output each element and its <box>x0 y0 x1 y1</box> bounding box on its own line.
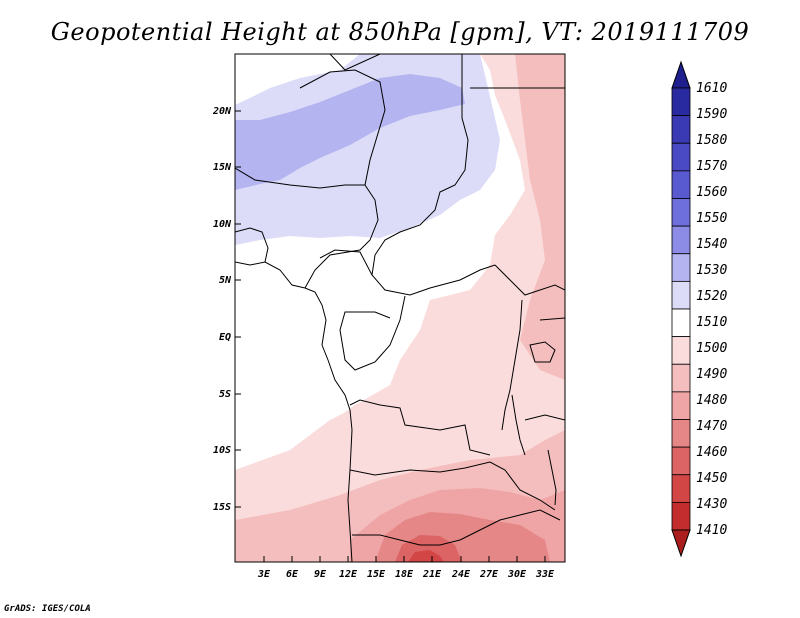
colorbar-swatch <box>671 336 691 365</box>
colorbar-label: 1520 <box>696 289 727 304</box>
contour-1510-north <box>235 54 360 105</box>
colorbar-label: 1450 <box>696 471 727 486</box>
colorbar-swatch <box>671 446 691 476</box>
colorbar-bottom-arrow <box>671 529 691 558</box>
border-8 <box>339 295 406 371</box>
colorbar-swatch <box>671 419 691 448</box>
footer-credit: GrADS: IGES/COLA <box>4 604 91 614</box>
lat-label-15n: 15N <box>213 162 232 173</box>
colorbar-label: 1480 <box>696 393 727 408</box>
colorbar-swatch <box>671 142 691 172</box>
lat-label-20n: 20N <box>212 106 232 117</box>
border-2 <box>329 54 381 71</box>
contour-1450 <box>408 550 444 562</box>
colorbar-label: 1560 <box>696 185 727 200</box>
lake-malawi <box>547 449 557 506</box>
lon-label-18e: 18E <box>395 569 414 580</box>
lat-label-5s: 5S <box>219 389 231 400</box>
colorbar-swatch <box>671 225 691 255</box>
colorbar-label: 1580 <box>696 133 727 148</box>
colorbar-swatch <box>671 198 691 227</box>
colorbar-swatch <box>671 115 691 144</box>
border-4 <box>235 167 365 189</box>
lon-label-24e: 24E <box>451 569 471 580</box>
colorbar-label: 1510 <box>696 315 727 330</box>
lat-label-10s: 10S <box>213 445 231 456</box>
border-13 <box>352 534 461 546</box>
lon-label-12e: 12E <box>339 569 358 580</box>
colorbar-swatch <box>671 170 691 199</box>
political-boundaries <box>235 54 565 562</box>
lon-label-27e: 27E <box>479 569 499 580</box>
colorbar-label: 1530 <box>696 263 727 278</box>
longitude-axis: 3E 6E 9E 12E 15E 18E 21E 24E 27E 30E 33E <box>257 556 555 580</box>
lake-tanganyika <box>511 394 526 456</box>
colorbar-label: 1500 <box>696 341 727 356</box>
lat-label-5n: 5N <box>219 275 232 286</box>
colorbar-label: 1590 <box>696 107 727 122</box>
colorbar-swatch <box>671 363 691 393</box>
contour-1500-sw <box>235 410 350 545</box>
border-5 <box>371 54 496 296</box>
colorbar-label: 1540 <box>696 237 727 252</box>
colorbar-swatch <box>671 391 691 420</box>
colorbar-swatch <box>671 501 691 531</box>
colorbar-swatch <box>671 253 691 282</box>
lon-label-15e: 15E <box>367 569 386 580</box>
contour-1460 <box>395 535 462 562</box>
border-10 <box>501 299 523 431</box>
height-field <box>235 54 565 562</box>
colorbar-swatch <box>671 280 691 310</box>
map-frame <box>234 53 566 563</box>
colorbar: 1610 1590 1580 1570 1560 1550 1540 1530 1520 1510… <box>671 60 727 558</box>
colorbar-swatch <box>671 87 691 117</box>
colorbar-top-arrow <box>671 60 691 89</box>
lat-label-eq: EQ <box>219 332 231 343</box>
colorbar-label: 1610 <box>696 81 727 96</box>
colorbar-label: 1470 <box>696 419 727 434</box>
colorbar-label: 1460 <box>696 445 727 460</box>
border-12 <box>349 461 556 511</box>
lon-label-30e: 30E <box>507 569 527 580</box>
colorbar-label: 1410 <box>696 523 727 538</box>
border-9 <box>494 264 565 296</box>
lon-label-9e: 9E <box>314 569 327 580</box>
colorbar-label: 1570 <box>696 159 727 174</box>
border-1 <box>235 227 269 263</box>
border-3 <box>299 69 386 289</box>
lon-label-33e: 33E <box>535 569 555 580</box>
border-7 <box>319 249 373 276</box>
border-15 <box>539 317 565 321</box>
contour-1490-ne <box>515 54 565 380</box>
colorbar-swatch <box>671 308 691 338</box>
colorbar-label: 1490 <box>696 367 727 382</box>
lon-label-21e: 21E <box>422 569 442 580</box>
map-title: Geopotential Height at 850hPa [gpm], VT:… <box>50 18 750 46</box>
border-11 <box>349 399 491 456</box>
lon-label-3e: 3E <box>257 569 271 580</box>
colorbar-label: 1550 <box>696 211 727 226</box>
lon-label-6e: 6E <box>286 569 299 580</box>
border-14 <box>459 509 561 541</box>
lat-label-10n: 10N <box>213 219 232 230</box>
colorbar-swatch <box>671 474 691 503</box>
border-16 <box>524 414 565 421</box>
contour-1530 <box>235 74 465 190</box>
colorbar-label: 1430 <box>696 497 727 512</box>
latitude-axis: 20N 15N 10N 5N EQ 5S 10S 15S <box>212 106 241 513</box>
lat-label-15s: 15S <box>213 502 231 513</box>
lake-victoria <box>529 341 556 363</box>
